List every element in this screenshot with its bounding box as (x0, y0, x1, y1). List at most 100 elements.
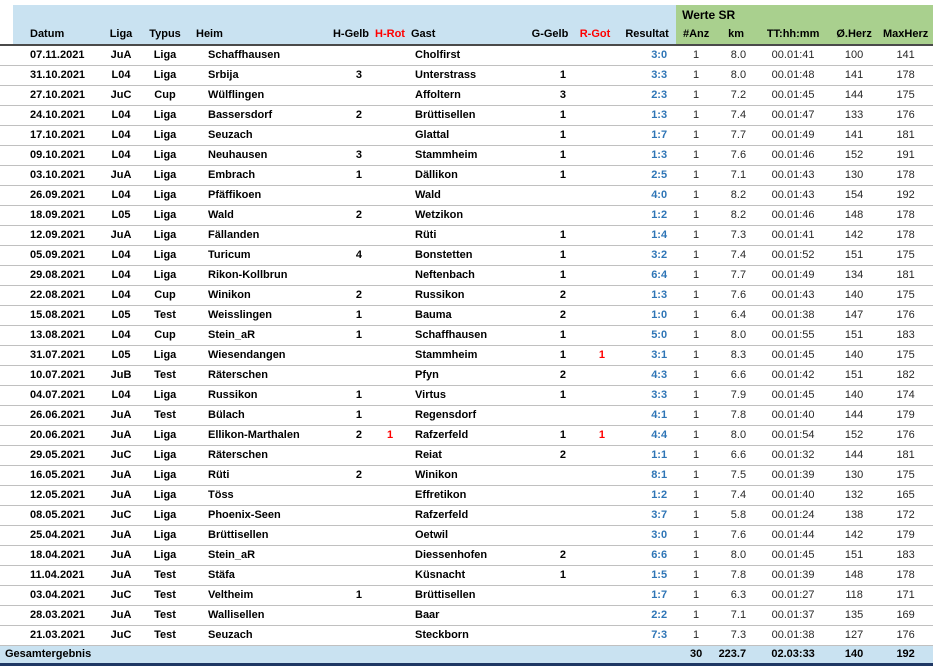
cell-g-gelb (528, 625, 572, 646)
cell-max-herz: 178 (878, 165, 934, 186)
cell-gast: Affoltern (408, 85, 528, 106)
cell-h-rot (372, 505, 408, 526)
col-header-anz: #Anz (676, 25, 717, 46)
cell-typus: Test (142, 585, 188, 606)
cell-heim: Veltheim (188, 585, 330, 606)
cell-max-herz: 182 (878, 365, 934, 386)
row-gutter (0, 545, 13, 566)
cell-h-gelb: 2 (330, 425, 372, 446)
cell-liga: L04 (100, 105, 142, 126)
cell-heim: Wald (188, 205, 330, 226)
cell-liga: JuA (100, 525, 142, 546)
cell-anz: 1 (676, 165, 717, 186)
cell-gast: Rafzerfeld (408, 505, 528, 526)
total-zeit: 02.03:33 (756, 645, 831, 666)
cell-r-got (572, 305, 618, 326)
cell-km: 7.8 (716, 405, 757, 426)
cell-avg-herz: 144 (830, 405, 879, 426)
cell-h-rot (372, 185, 408, 206)
cell-gast: Bonstetten (408, 245, 528, 266)
col-header-h-rot: H-Rot (372, 25, 408, 46)
cell-max-herz: 181 (878, 445, 934, 466)
cell-max-herz: 172 (878, 505, 934, 526)
cell-liga: JuC (100, 625, 142, 646)
cell-resultat: 6:4 (618, 265, 677, 286)
cell-zeit: 00.01:39 (756, 565, 831, 586)
cell-km: 8.0 (716, 425, 757, 446)
cell-resultat: 4:4 (618, 425, 677, 446)
cell-avg-herz: 118 (830, 585, 879, 606)
cell-max-herz: 191 (878, 145, 934, 166)
cell-heim: Stäfa (188, 565, 330, 586)
cell-anz: 1 (676, 65, 717, 86)
cell-h-rot (372, 345, 408, 366)
cell-typus: Liga (142, 425, 188, 446)
cell-h-rot (372, 45, 408, 66)
cell-datum: 16.05.2021 (13, 465, 100, 486)
cell-resultat: 1:3 (618, 145, 677, 166)
cell-zeit: 00.01:41 (756, 45, 831, 66)
cell-liga: L04 (100, 385, 142, 406)
cell-max-herz: 178 (878, 225, 934, 246)
cell-g-gelb: 1 (528, 165, 572, 186)
row-gutter (0, 525, 13, 546)
cell-h-rot (372, 165, 408, 186)
column-header-row: Datum Liga Typus Heim H-Gelb H-Rot Gast … (0, 25, 934, 46)
cell-km: 7.6 (716, 145, 757, 166)
cell-gast: Unterstrass (408, 65, 528, 86)
cell-typus: Test (142, 625, 188, 646)
cell-r-got: 1 (572, 425, 618, 446)
cell-resultat: 3:7 (618, 505, 677, 526)
cell-r-got (572, 625, 618, 646)
cell-typus: Liga (142, 125, 188, 146)
cell-typus: Test (142, 565, 188, 586)
cell-typus: Liga (142, 225, 188, 246)
cell-datum: 08.05.2021 (13, 505, 100, 526)
cell-km: 7.6 (716, 525, 757, 546)
cell-gast: Küsnacht (408, 565, 528, 586)
cell-km: 7.8 (716, 565, 757, 586)
cell-datum: 03.10.2021 (13, 165, 100, 186)
cell-liga: JuA (100, 165, 142, 186)
cell-typus: Liga (142, 265, 188, 286)
blue-group-header (13, 5, 677, 25)
cell-resultat: 3:3 (618, 65, 677, 86)
match-row: 03.10.2021 JuA Liga Embrach 1 Dällikon 1 2:5 1 7.… (0, 165, 934, 186)
cell-typus: Liga (142, 205, 188, 226)
cell-anz: 1 (676, 625, 717, 646)
cell-typus: Test (142, 605, 188, 626)
col-header-heim: Heim (188, 25, 330, 46)
cell-km: 7.4 (716, 485, 757, 506)
cell-zeit: 00.01:38 (756, 305, 831, 326)
cell-max-herz: 175 (878, 465, 934, 486)
cell-max-herz: 176 (878, 625, 934, 646)
cell-r-got (572, 205, 618, 226)
cell-liga: L05 (100, 205, 142, 226)
cell-resultat: 1:5 (618, 565, 677, 586)
cell-resultat: 1:7 (618, 585, 677, 606)
match-row: 03.04.2021 JuC Test Veltheim 1 Brüttisellen 1:… (0, 585, 934, 606)
cell-g-gelb: 1 (528, 145, 572, 166)
cell-g-gelb: 3 (528, 85, 572, 106)
cell-max-herz: 141 (878, 45, 934, 66)
cell-avg-herz: 151 (830, 325, 879, 346)
row-gutter (0, 325, 13, 346)
row-gutter (0, 185, 13, 206)
cell-resultat: 1:0 (618, 305, 677, 326)
cell-g-gelb: 1 (528, 425, 572, 446)
cell-gast: Effretikon (408, 485, 528, 506)
cell-g-gelb (528, 185, 572, 206)
cell-resultat: 4:0 (618, 185, 677, 206)
cell-h-gelb (330, 605, 372, 626)
cell-datum: 21.03.2021 (13, 625, 100, 646)
row-gutter (0, 245, 13, 266)
cell-km: 7.9 (716, 385, 757, 406)
cell-liga: L05 (100, 345, 142, 366)
cell-anz: 1 (676, 305, 717, 326)
cell-h-rot (372, 565, 408, 586)
cell-zeit: 00.01:48 (756, 65, 831, 86)
cell-r-got (572, 65, 618, 86)
row-gutter (0, 205, 13, 226)
cell-anz: 1 (676, 125, 717, 146)
cell-h-gelb (330, 265, 372, 286)
